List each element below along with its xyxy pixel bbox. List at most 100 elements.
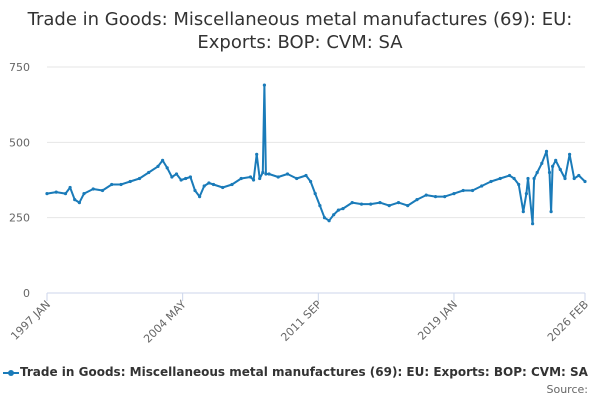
data-point — [406, 204, 410, 208]
data-point — [313, 192, 317, 196]
data-point — [77, 201, 81, 205]
data-point — [174, 172, 179, 176]
data-point — [318, 204, 322, 208]
data-point — [512, 176, 516, 181]
legend-line-marker-icon — [3, 370, 19, 376]
data-point — [517, 182, 521, 187]
x-tick-label: 2019 JAN — [415, 298, 460, 343]
data-point — [262, 83, 266, 87]
data-point — [563, 176, 567, 181]
gridlines — [47, 66, 585, 219]
x-tick-label: 2026 FEB — [545, 298, 591, 344]
data-point — [119, 182, 123, 187]
data-point — [161, 158, 165, 162]
data-point — [369, 202, 373, 206]
data-point — [387, 204, 391, 208]
x-tick-label: 2004 MAY — [141, 298, 189, 346]
data-point — [255, 152, 259, 156]
data-point — [551, 164, 555, 168]
data-point — [202, 184, 206, 188]
y-tick-label: 500 — [9, 136, 30, 149]
data-point — [544, 149, 549, 153]
data-point — [100, 188, 105, 193]
data-point — [258, 176, 262, 181]
data-point — [309, 179, 313, 184]
data-point — [521, 210, 525, 214]
data-point — [489, 179, 493, 184]
data-point — [68, 185, 72, 190]
source-label: Source: — [546, 383, 589, 396]
data-point — [480, 184, 484, 188]
data-point — [327, 219, 331, 223]
data-point — [507, 173, 512, 178]
y-axis: 0 250 500 750 — [9, 61, 30, 300]
data-point — [239, 176, 243, 181]
data-point — [230, 182, 234, 187]
data-point — [73, 198, 77, 202]
data-point — [549, 210, 553, 214]
legend[interactable]: Trade in Goods: Miscellaneous metal manu… — [0, 364, 600, 382]
series-layer — [45, 83, 587, 226]
data-point — [378, 201, 382, 205]
data-point — [137, 176, 142, 181]
y-tick-label: 0 — [23, 287, 30, 300]
data-point — [336, 208, 340, 212]
data-point — [461, 188, 465, 193]
data-point — [535, 170, 539, 175]
data-point — [396, 201, 401, 205]
data-point — [568, 152, 572, 156]
data-point — [63, 192, 68, 196]
series-line — [46, 84, 586, 225]
y-tick-label: 750 — [9, 61, 30, 74]
data-point — [252, 178, 256, 182]
data-point — [558, 167, 562, 172]
data-point — [45, 192, 49, 196]
data-point — [261, 170, 265, 175]
data-point — [179, 178, 183, 182]
data-point — [128, 179, 132, 184]
data-point — [198, 195, 202, 199]
data-point — [82, 192, 86, 196]
data-point — [540, 161, 544, 165]
data-point — [583, 179, 587, 184]
data-point — [304, 173, 308, 178]
data-point — [91, 187, 95, 191]
data-point — [524, 192, 529, 196]
data-point — [498, 176, 502, 181]
data-point — [248, 175, 253, 179]
data-point — [165, 166, 169, 170]
data-point — [221, 185, 225, 190]
data-point — [285, 172, 290, 176]
data-point — [322, 216, 327, 220]
data-point — [295, 176, 299, 181]
data-point — [443, 195, 447, 199]
data-point — [470, 188, 475, 193]
data-point — [110, 182, 114, 187]
x-tick-label: 2011 SEP — [278, 298, 324, 344]
data-point — [531, 222, 535, 226]
data-point — [424, 193, 428, 197]
x-tick-label: 1997 JAN — [8, 298, 53, 343]
data-point — [359, 202, 364, 206]
data-point — [332, 213, 336, 217]
x-axis-labels: 1997 JAN 2004 MAY 2011 SEP 2019 JAN 2026 FEB — [8, 298, 591, 346]
x-axis — [46, 292, 586, 301]
data-point — [532, 176, 536, 181]
data-point — [452, 192, 456, 196]
data-point — [264, 172, 268, 176]
chart-title: Trade in Goods: Miscellaneous metal manu… — [27, 9, 573, 53]
data-point — [554, 158, 558, 162]
data-point — [156, 164, 160, 168]
data-point — [415, 198, 419, 202]
data-point — [207, 181, 211, 185]
data-point — [147, 170, 151, 175]
data-point — [547, 170, 552, 175]
data-point — [341, 207, 345, 211]
data-point — [54, 190, 58, 194]
data-point — [188, 175, 192, 179]
legend-item-label[interactable]: Trade in Goods: Miscellaneous metal manu… — [20, 365, 588, 379]
y-tick-label: 250 — [9, 212, 30, 225]
data-point — [577, 173, 581, 178]
data-point — [211, 182, 216, 187]
data-point — [572, 176, 576, 181]
